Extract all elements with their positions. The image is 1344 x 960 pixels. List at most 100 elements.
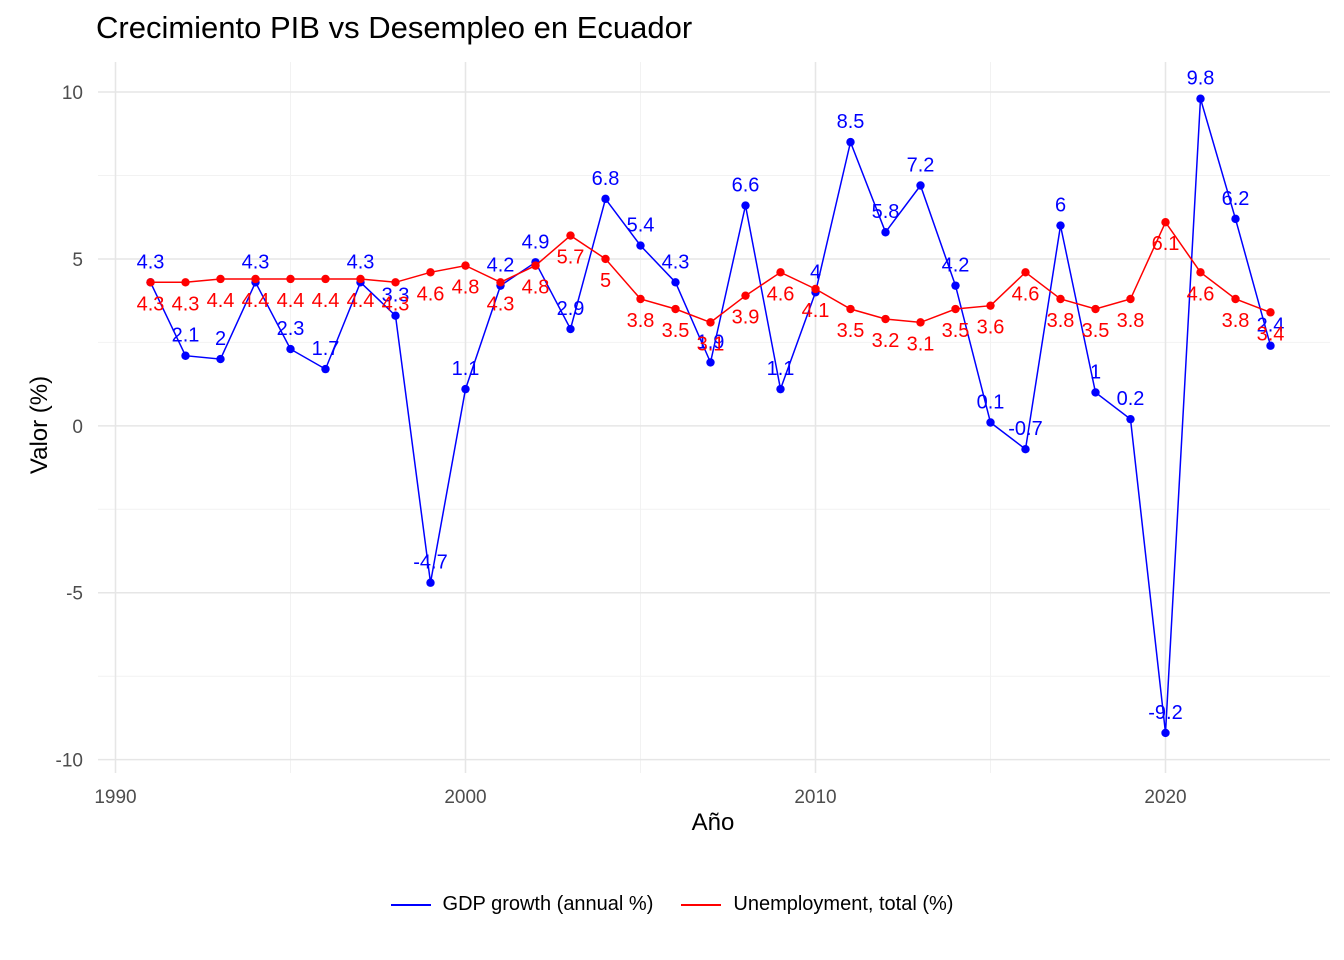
legend-key-unemployment-line (681, 903, 722, 906)
series-1-data-label: 3.8 (1047, 310, 1075, 332)
series-0-data-label: 4.9 (522, 231, 550, 253)
series-1-point (601, 254, 610, 264)
series-0-data-label: 4.3 (347, 251, 375, 273)
series-1-data-label: 4.6 (1012, 283, 1040, 305)
series-1-point (426, 268, 435, 277)
legend: GDP growth (annual %) Unemployment, tota… (0, 893, 1344, 916)
series-1-point (1091, 304, 1100, 314)
series-1-point (846, 304, 855, 314)
series-1-data-label: 5.7 (557, 247, 585, 269)
series-1-data-label: 4.3 (172, 293, 200, 315)
series-1-point (566, 231, 575, 240)
series-0-point (1126, 414, 1135, 424)
series-0-point (1196, 94, 1205, 103)
series-1-data-label: 3.5 (837, 320, 865, 342)
series-1-point (286, 274, 295, 284)
legend-label-unemployment: Unemployment, total (%) (733, 893, 954, 915)
x-tick-label: 1990 (94, 787, 136, 808)
series-0-data-label: 5.4 (627, 215, 655, 237)
series-1-data-label: 4.1 (802, 300, 830, 322)
series-1-data-label: 4.3 (487, 293, 515, 315)
legend-key-gdp-line (390, 903, 431, 906)
series-0-point (391, 311, 400, 320)
series-0-data-label: 5.8 (872, 201, 900, 223)
series-0-data-label: 2.1 (172, 325, 200, 347)
series-1-point (1266, 308, 1275, 317)
series-1-data-label: 6.1 (1152, 233, 1180, 255)
series-0-data-label: -4.7 (413, 552, 447, 574)
series-0-point (671, 278, 680, 287)
series-1-data-label: 4.8 (522, 277, 550, 299)
series-1-point (531, 261, 540, 270)
series-0-point (216, 354, 225, 364)
series-0-data-label: 6.8 (592, 168, 620, 190)
series-1-data-label: 3.9 (732, 307, 760, 329)
series-line-0 (149, 98, 1272, 733)
chart-title: Crecimiento PIB vs Desempleo en Ecuador (96, 10, 693, 45)
y-tick-label: 10 (62, 83, 83, 104)
series-0-data-label: 1.9 (697, 331, 725, 353)
series-0-point (286, 344, 295, 354)
series-0-point (566, 324, 575, 334)
series-1-point (216, 274, 225, 284)
y-tick-label: -5 (66, 584, 83, 605)
series-0-point (1266, 341, 1275, 350)
series-1-data-label: 4.6 (1187, 283, 1215, 305)
series-1-data-label: 4.4 (312, 290, 340, 312)
series-0-data-label: 2.9 (557, 298, 585, 320)
series-0-point (1161, 728, 1170, 738)
series-1-data-label: 4.4 (242, 290, 270, 312)
series-1-data-label: 3.8 (627, 310, 655, 332)
series-0-point (321, 364, 330, 374)
x-tick-label: 2020 (1144, 787, 1186, 808)
series-0-data-label: 6.6 (732, 175, 760, 197)
y-axis-label: Valor (%) (26, 375, 53, 475)
series-0-data-label: 2.4 (1257, 315, 1285, 337)
series-1-data-label: 3.5 (662, 320, 690, 342)
series-0-data-label: 4.2 (942, 255, 970, 277)
series-1-data-label: 3.5 (1082, 320, 1110, 342)
series-0-data-label: 8.5 (837, 111, 865, 133)
legend-item-unemployment: Unemployment, total (%) (681, 893, 953, 916)
series-1-point (1056, 294, 1065, 304)
series-0-point (1091, 388, 1100, 397)
series-0-data-label: 3.3 (382, 285, 410, 307)
series-1-point (1196, 268, 1205, 277)
series-0-point (636, 241, 645, 250)
series-1-data-label: 4.4 (277, 290, 305, 312)
series-0-data-label: 9.8 (1187, 68, 1215, 90)
series-0-point (426, 578, 435, 587)
series-0-point (181, 351, 190, 360)
series-0-data-label: -9.2 (1148, 702, 1182, 724)
series-0-point (706, 358, 715, 367)
series-1-point (776, 268, 785, 277)
series-1-data-label: 5 (600, 270, 611, 292)
series-0-data-label: 6.2 (1222, 188, 1250, 210)
series-0-point (741, 201, 750, 210)
series-0-data-label: 4.3 (137, 251, 165, 273)
series-0-data-label: 2.3 (277, 318, 305, 340)
series-1-point (706, 318, 715, 327)
series-1-data-label: 3.5 (942, 320, 970, 342)
series-1-data-label: 4.3 (382, 293, 410, 315)
y-tick-label: 5 (72, 250, 83, 271)
series-0-data-label: 0.2 (1117, 388, 1145, 410)
series-1-data-label: 4.8 (452, 277, 480, 299)
series-1-point (671, 304, 680, 314)
series-0-data-label: 4.3 (242, 251, 270, 273)
series-0-data-label: 4.3 (662, 251, 690, 273)
series-1-point (461, 261, 470, 270)
series-0-data-label: 2 (215, 328, 226, 350)
series-1-point (986, 301, 995, 310)
x-axis-label: Año (691, 809, 735, 836)
series-1-point (146, 278, 155, 287)
series-1-data-label: 3.1 (697, 333, 725, 355)
legend-item-gdp: GDP growth (annual %) (390, 893, 653, 916)
series-1-point (356, 274, 365, 284)
series-0-point (1021, 445, 1030, 454)
series-0-point (776, 384, 785, 394)
series-0-point (461, 384, 470, 394)
series-1-point (741, 291, 750, 300)
series-1-point (636, 294, 645, 304)
